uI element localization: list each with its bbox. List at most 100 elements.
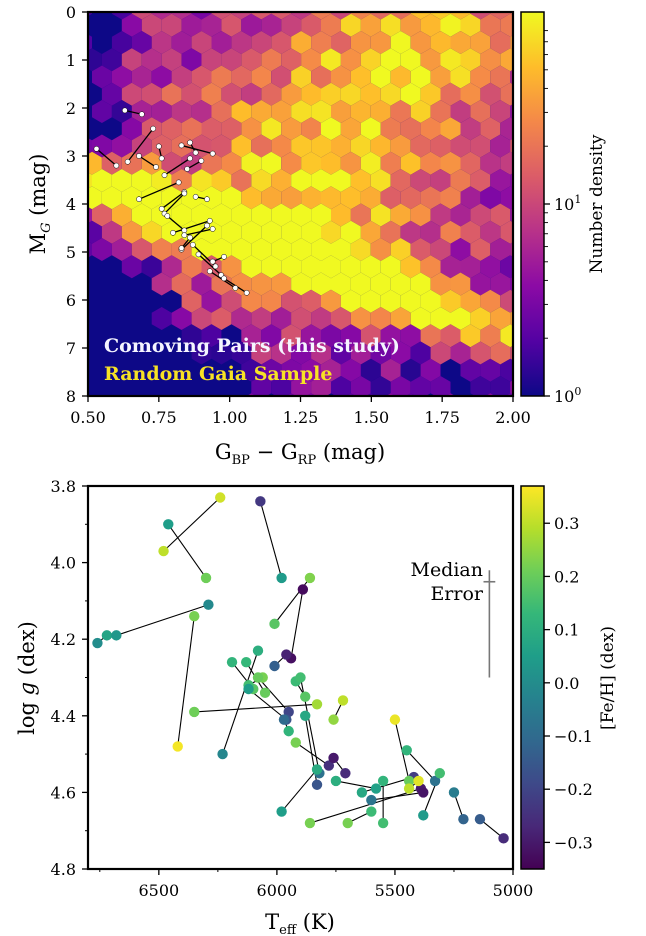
bottom-colorbar-label: [Fe/H] (dex) — [598, 626, 618, 730]
hexbin-cell — [251, 31, 272, 54]
hexbin-cell — [350, 100, 371, 123]
hexbin-cell — [161, 151, 182, 175]
hexbin-cell — [460, 48, 481, 72]
hexbin-cell — [490, 341, 511, 365]
hexbin-cell — [261, 220, 282, 244]
hexbin-cell — [440, 48, 461, 72]
hexbin-cell — [181, 255, 202, 279]
pair-star — [328, 714, 339, 725]
hexbin-cell — [350, 341, 371, 365]
hexbin-cell — [291, 272, 312, 296]
hexbin-cell — [221, 220, 242, 244]
hexbin-cell — [430, 272, 451, 296]
hexbin-cell — [450, 238, 471, 261]
colorbar-tick-label: 0.0 — [554, 674, 579, 693]
hexbin-cell — [301, 358, 321, 382]
pair-star — [389, 714, 401, 725]
y-tick-label: 0 — [66, 3, 76, 22]
hexbin-cell — [420, 117, 441, 141]
bottom-y-axis-label: log g (dex) — [15, 621, 39, 735]
hexbin-cell — [500, 255, 513, 279]
hexbin-cell — [480, 151, 501, 175]
hexbin-cell — [301, 324, 321, 348]
hexbin-cell — [440, 255, 461, 279]
pair-star — [153, 164, 159, 170]
y-tick-label: 4.0 — [51, 554, 76, 573]
hexbin-cell — [271, 65, 292, 89]
hexbin-cell — [171, 203, 192, 227]
hexbin-cell — [410, 238, 431, 261]
pair-star — [181, 227, 188, 234]
hexbin-cell — [181, 117, 202, 141]
pair-star — [192, 149, 199, 156]
hexbin-cell — [360, 220, 381, 244]
hexbin-cell — [360, 82, 381, 106]
hexbin-cell — [211, 12, 232, 20]
hexbin-cell — [380, 82, 401, 106]
hexbin-cell — [301, 220, 321, 244]
pair-star — [138, 111, 145, 118]
hexbin-cell — [191, 272, 212, 296]
hexbin-cell — [321, 117, 341, 141]
pair-link — [138, 155, 157, 168]
hexbin-cell — [311, 134, 331, 158]
hexbin-cell — [311, 12, 331, 20]
pair-star — [206, 268, 213, 275]
pair-star — [161, 172, 168, 179]
hexbin-cell — [470, 307, 491, 330]
hexbin-cell — [111, 169, 132, 192]
hexbin-cell — [281, 151, 302, 175]
pair-star — [136, 153, 142, 159]
hexbin-cell — [470, 65, 491, 89]
hexbin-cell — [500, 13, 513, 37]
hexbin-cell — [261, 82, 282, 106]
hexbin-cell — [331, 100, 351, 123]
hexbin-cell — [101, 82, 122, 106]
hexbin-cell — [440, 220, 461, 244]
hexbin-cell — [350, 169, 371, 192]
hexbin-cell — [350, 134, 371, 158]
pair-star — [178, 245, 185, 252]
hexbin-cell — [181, 48, 202, 72]
hexbin-cell — [470, 134, 491, 158]
hexbin-cell — [430, 203, 451, 227]
pair-star — [215, 492, 226, 503]
pair-link — [164, 157, 191, 176]
hexbin-cell — [111, 134, 132, 158]
pair-link — [248, 688, 287, 721]
hexbin-cell — [470, 100, 491, 123]
hexbin-cell — [460, 358, 481, 382]
hexbin-cell — [291, 341, 312, 365]
hexbin-cell — [370, 203, 391, 227]
hexbin-cell — [331, 65, 351, 89]
pair-star — [93, 145, 100, 152]
hexbin-cell — [380, 151, 401, 175]
pair-star — [418, 810, 429, 821]
hexbin-cell — [480, 186, 501, 210]
hexbin-cell — [231, 100, 252, 123]
hexbin-cell — [131, 31, 152, 54]
hexbin-cell — [271, 376, 292, 396]
pair-star — [295, 672, 306, 683]
pair-star — [212, 263, 219, 270]
pair-star — [92, 637, 103, 649]
hexbin-cell — [281, 82, 302, 106]
hexbin-cell — [490, 376, 511, 396]
hexbin-cell — [340, 324, 361, 348]
hexbin-cell — [480, 289, 501, 313]
hexbin-cell — [291, 134, 312, 158]
hexbin-cell — [231, 307, 252, 330]
pair-link — [335, 780, 377, 790]
hexbin-cell — [92, 100, 112, 123]
hexbin-cell — [360, 255, 381, 279]
hexbin-cell — [321, 324, 341, 348]
pair-link — [161, 191, 185, 210]
pair-link — [167, 523, 207, 579]
hexbin-cell — [370, 341, 391, 365]
hexbin-cell — [311, 169, 331, 192]
pair-star — [163, 519, 174, 530]
hexbin-cell — [211, 100, 232, 123]
hexbin-cell — [271, 341, 292, 365]
hexbin-cell — [281, 186, 302, 210]
hexbin-cell — [121, 13, 142, 37]
